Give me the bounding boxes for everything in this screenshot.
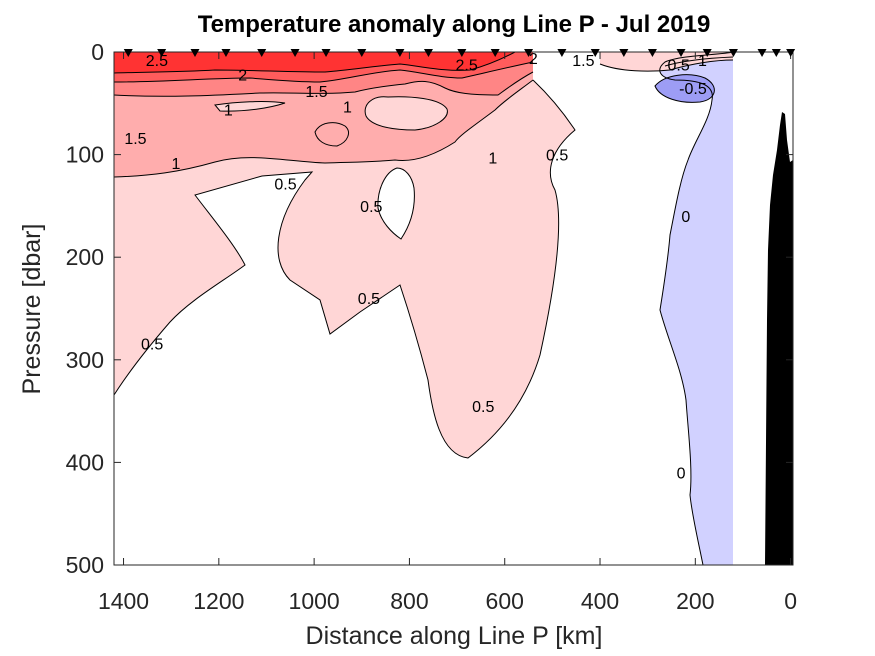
contour-0-line [659, 52, 734, 565]
contour-label: 0.5 [472, 399, 494, 416]
contour-2-line [114, 61, 534, 83]
contour-label: 0.5 [546, 148, 568, 165]
contour-0.5-line [114, 79, 576, 459]
contour-label: 0.5 [358, 291, 380, 308]
contour-label: 1 [224, 102, 233, 119]
contour-label: 1.5 [124, 131, 146, 148]
x-tick-label: 600 [486, 588, 524, 614]
anomaly-island-1 [315, 122, 349, 146]
x-axis: 1400 1200 1000 800 600 400 200 0 [98, 52, 797, 614]
station-marker [771, 49, 781, 57]
station-marker [357, 49, 367, 57]
station-marker [557, 49, 567, 57]
contour-1-hole-b-line [214, 101, 286, 112]
contour-label: 1.5 [305, 84, 327, 101]
contour-1-hole-line [364, 96, 448, 131]
station-marker [786, 49, 796, 57]
contour-label: 2.5 [455, 57, 477, 74]
y-tick-label: 0 [91, 39, 104, 65]
y-tick-label: 300 [66, 347, 104, 373]
station-marker [221, 49, 231, 57]
contour-east-1-line [664, 56, 734, 67]
contour-label: 2.5 [146, 53, 168, 70]
contour-label: 0 [677, 466, 686, 483]
station-marker [524, 49, 534, 57]
bathymetry-shape [765, 112, 793, 565]
contour-east-0.5-line [599, 59, 734, 72]
station-marker [321, 49, 331, 57]
contour-0.5-hole-line [377, 167, 415, 240]
chart-title: Temperature anomaly along Line P - Jul 2… [198, 11, 711, 38]
station-marker [490, 49, 500, 57]
x-tick-label: 1400 [98, 588, 149, 614]
contour-neg0.5-line [654, 74, 715, 103]
contour-label: 0 [681, 209, 690, 226]
station-marker [257, 49, 267, 57]
y-tick-label: 400 [66, 449, 104, 475]
x-axis-label: Distance along Line P [km] [306, 622, 603, 650]
station-marker [457, 49, 467, 57]
plot-area: 2.5 2 1.5 1 1 1.5 1 0.5 0.5 0.5 0.5 2.5 2 1.5 1 0.5 0.5 0… [114, 51, 793, 565]
contour-label: 2 [529, 51, 538, 68]
anomaly-band-0 [659, 52, 733, 565]
x-tick-label: 0 [784, 588, 797, 614]
station-marker [619, 49, 629, 57]
station-marker [590, 49, 600, 57]
station-marker [702, 49, 712, 57]
contour-label: 0.5 [668, 57, 690, 74]
station-marker [676, 49, 686, 57]
contour-label: 1.5 [572, 53, 594, 70]
x-tick-label: 800 [390, 588, 428, 614]
station-marker [123, 49, 133, 57]
contour-labels: 2.5 2 1.5 1 1 1.5 1 0.5 0.5 0.5 0.5 2.5 2 1.5 1 0.5 0.5 0… [124, 51, 707, 483]
anomaly-hole-1b [215, 101, 285, 112]
station-marker [290, 49, 300, 57]
contour-label: 0.5 [274, 176, 296, 193]
station-marker [395, 49, 405, 57]
station-marker [190, 49, 200, 57]
contour-2.5-line [114, 52, 516, 74]
contour-label: 1 [343, 99, 352, 116]
station-markers [123, 49, 796, 57]
station-marker [728, 49, 738, 57]
contour-label: 1 [171, 156, 180, 173]
contour-1.5-island-line [314, 122, 349, 147]
anomaly-hole-0.5 [377, 168, 415, 239]
x-tick-label: 400 [581, 588, 619, 614]
y-tick-label: 200 [66, 244, 104, 270]
station-marker [423, 49, 433, 57]
plot-frame [113, 51, 794, 566]
anomaly-band-2.5 [114, 52, 515, 73]
station-marker [757, 49, 767, 57]
x-tick-label: 200 [676, 588, 714, 614]
y-axis-label: Pressure [dbar] [18, 224, 46, 395]
contour-label: 2 [238, 68, 247, 85]
y-tick-label: 500 [66, 552, 104, 578]
contour-label: -0.5 [679, 81, 707, 98]
x-tick-label: 1000 [289, 588, 340, 614]
y-tick-label: 100 [66, 142, 104, 168]
contour-label: 1 [698, 53, 707, 70]
station-marker [647, 49, 657, 57]
contour-label: 0.5 [360, 199, 382, 216]
anomaly-hole-1 [365, 96, 448, 130]
contour-label: 1 [488, 151, 497, 168]
contour-1.5-line [114, 71, 534, 97]
contour-1-line [114, 79, 534, 178]
x-tick-label: 1200 [193, 588, 244, 614]
anomaly-band-neg0.5 [655, 74, 715, 103]
station-marker [157, 49, 167, 57]
no-data-region [733, 52, 764, 565]
contour-label: 0.5 [141, 336, 163, 353]
